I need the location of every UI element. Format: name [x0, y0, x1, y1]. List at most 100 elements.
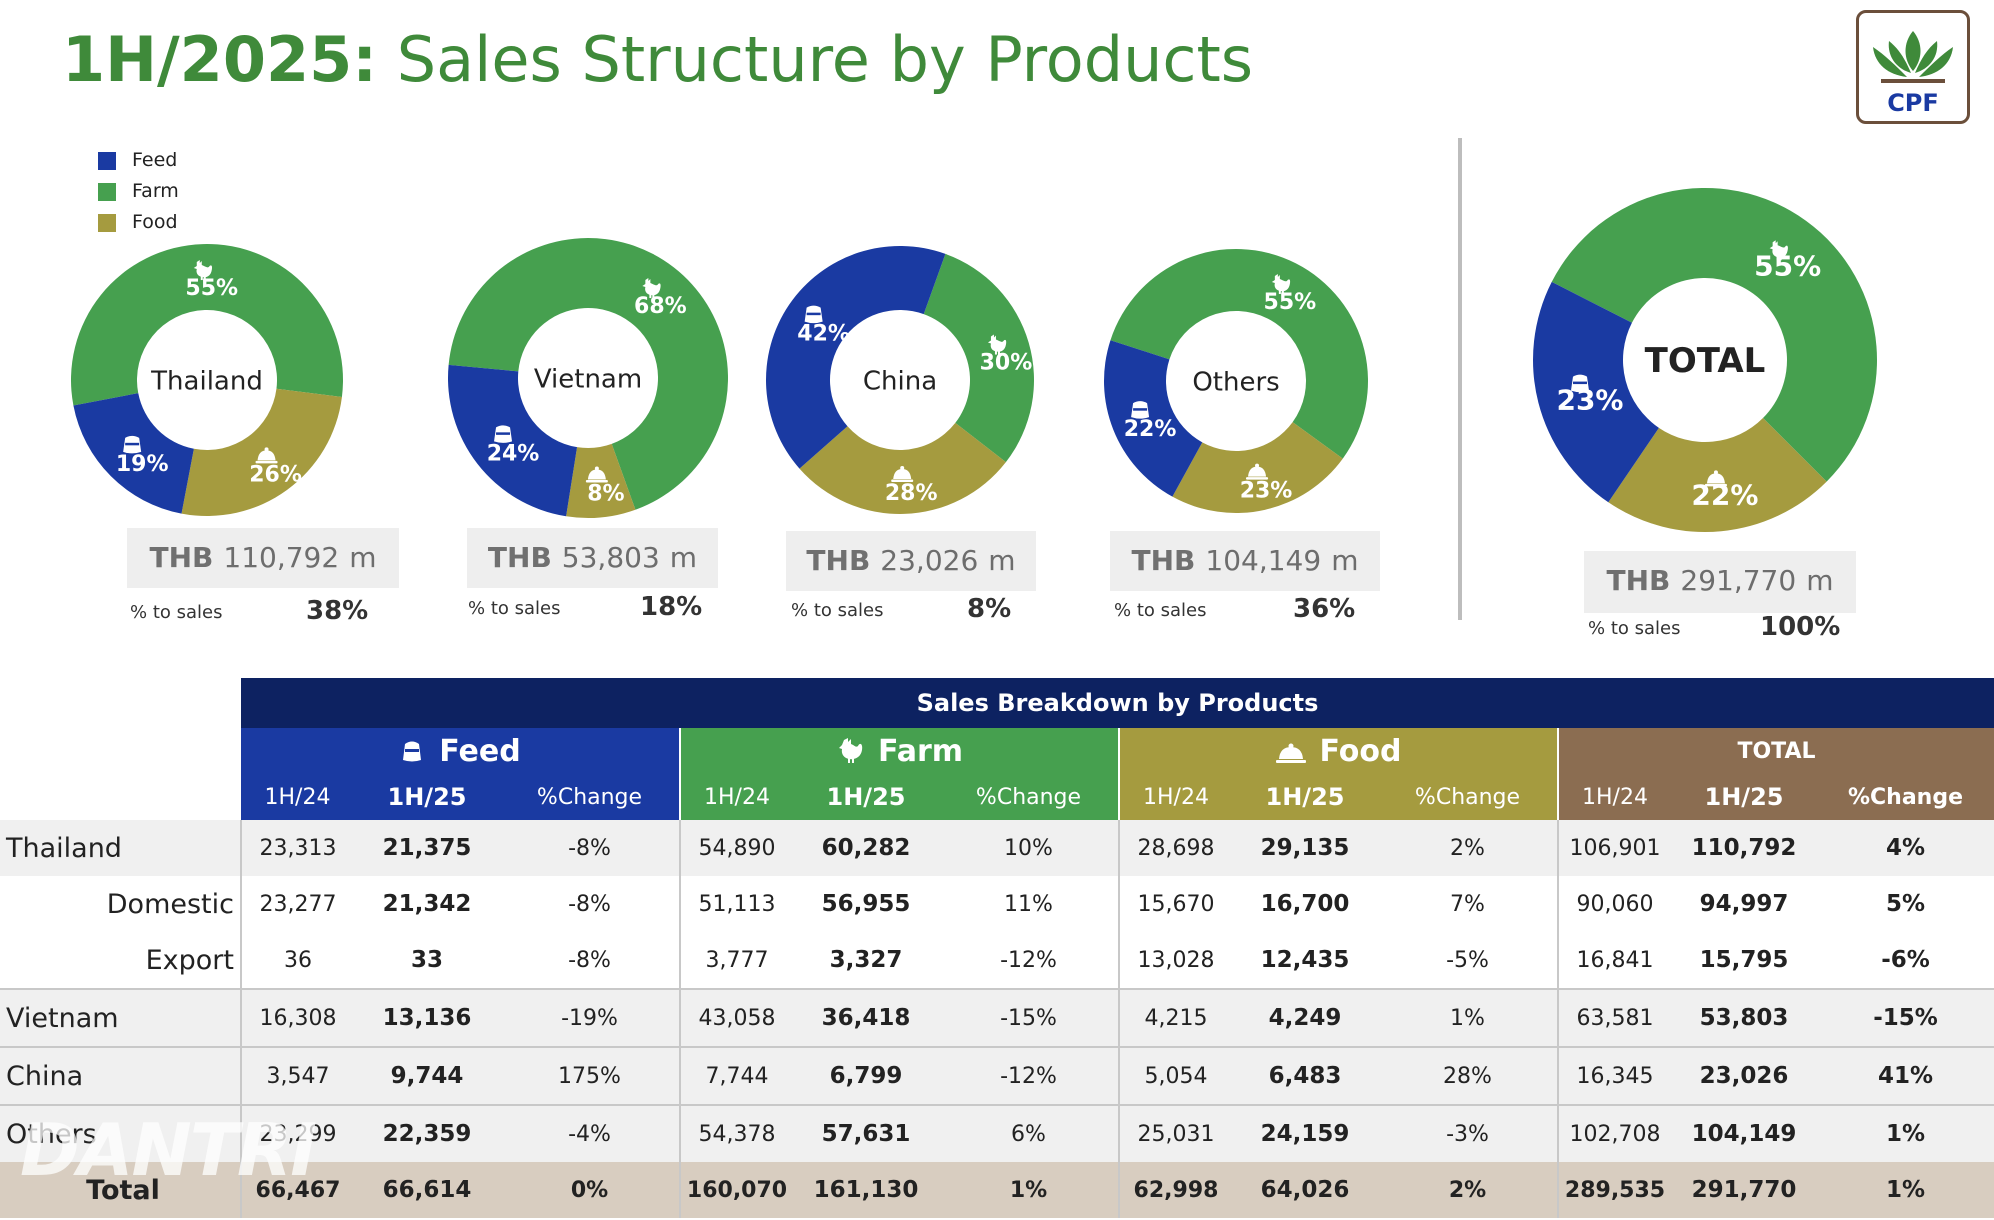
section-header-total: TOTAL — [1557, 728, 1994, 774]
sub-header-total-1h25: 1H/25 — [1671, 774, 1817, 820]
table-cell: 28,698 — [1118, 820, 1232, 876]
table-cell: 11% — [939, 876, 1119, 932]
table-cell: 21,342 — [354, 876, 500, 932]
donut-china: 30% 28% 42% China — [766, 246, 1034, 514]
slice-label-farm: 55% — [185, 276, 238, 301]
sub-header-feed-change: %Change — [500, 774, 680, 820]
slice-label-feed: 19% — [116, 452, 169, 477]
rooster-icon — [193, 260, 213, 281]
table-cell: 4,249 — [1232, 988, 1378, 1047]
legend-item-farm: Farm — [98, 179, 179, 210]
table-cell: -4% — [500, 1104, 680, 1162]
sub-header-farm-change: %Change — [939, 774, 1119, 820]
table-cell: 0% — [500, 1162, 680, 1218]
table-cell: 15,670 — [1118, 876, 1232, 932]
table-cell: 21,375 — [354, 820, 500, 876]
sales-amount: 104,149 — [1205, 544, 1322, 577]
row-label: Thailand — [0, 820, 241, 876]
sales-amount: 291,770 — [1680, 564, 1797, 597]
table-cell: 9,744 — [354, 1046, 500, 1105]
unit-label: m — [1806, 564, 1834, 597]
slice-label-food: 23% — [1240, 479, 1293, 504]
sub-header-food-change: %Change — [1378, 774, 1558, 820]
section-label-farm: Farm — [877, 733, 964, 769]
table-cell: 1% — [1817, 1104, 1994, 1162]
table-cell: 41% — [1817, 1046, 1994, 1105]
table-cell: -6% — [1817, 932, 1994, 989]
unit-label: m — [349, 541, 377, 574]
table-corner — [0, 774, 241, 820]
table-cell: 15,795 — [1671, 932, 1817, 989]
table-corner — [0, 728, 241, 774]
slice-label-food: 22% — [1691, 478, 1758, 511]
rooster-icon — [838, 737, 863, 763]
table-cell: 36 — [240, 932, 354, 989]
table-cell: -8% — [500, 876, 680, 932]
table-cell: 6,799 — [793, 1046, 939, 1105]
donut-center-label: Others — [1192, 367, 1279, 397]
slice-farm — [71, 244, 343, 406]
food-cloche-icon — [891, 465, 914, 482]
slice-label-farm: 55% — [1264, 290, 1317, 315]
percent-to-sales-value: 8% — [967, 594, 1012, 624]
row-label: Domestic — [0, 876, 241, 932]
table-cell: 175% — [500, 1046, 680, 1105]
table-title: Sales Breakdown by Products — [241, 678, 1994, 728]
sales-breakdown-table: Sales Breakdown by Products Feed Farm Fo… — [0, 678, 1994, 1218]
title-text: Sales Structure by Products — [396, 23, 1254, 96]
legend-label-farm: Farm — [132, 180, 179, 202]
table-cell: 53,803 — [1671, 988, 1817, 1047]
slice-feed — [766, 246, 946, 469]
table-cell: 5% — [1817, 876, 1994, 932]
feed-bag-icon — [1570, 374, 1589, 393]
table-row: Others 23,299 22,359 -4% 54,378 57,631 6% 25,03… — [0, 1104, 1994, 1162]
table-cell: 106,901 — [1557, 820, 1671, 876]
rooster-icon — [1769, 240, 1788, 261]
sub-header-total-change: %Change — [1817, 774, 1994, 820]
table-cell: -8% — [500, 932, 680, 989]
table-cell: 23,277 — [240, 876, 354, 932]
feed-bag-icon — [804, 305, 823, 324]
rooster-icon — [1271, 274, 1291, 295]
table-cell: 66,467 — [240, 1162, 354, 1218]
food-cloche-icon — [1275, 743, 1306, 763]
sales-amount-box: THB 53,803 m — [467, 528, 718, 588]
table-cell: 1% — [1817, 1162, 1994, 1218]
legend-label-feed: Feed — [132, 149, 178, 171]
table-cell: 160,070 — [679, 1162, 793, 1218]
unit-label: m — [1331, 544, 1359, 577]
table-cell: 54,890 — [679, 820, 793, 876]
table-cell: 102,708 — [1557, 1104, 1671, 1162]
slice-farm — [1551, 188, 1877, 482]
table-cell: 51,113 — [679, 876, 793, 932]
currency-label: THB — [149, 541, 214, 574]
percent-to-sales-value: 18% — [640, 592, 703, 622]
donut-total: 55% 22% 23% TOTAL — [1533, 188, 1877, 532]
table-cell: 90,060 — [1557, 876, 1671, 932]
donut-thailand: 55% 26% 19% Thailand — [71, 244, 343, 516]
table-cell: 13,028 — [1118, 932, 1232, 989]
sales-amount-box: THB 110,792 m — [127, 528, 399, 588]
slice-label-food: 28% — [885, 481, 938, 506]
sales-amount-box: THB 23,026 m — [786, 531, 1036, 591]
page-title: 1H/2025: Sales Structure by Products — [62, 22, 1253, 98]
logo-text: CPF — [1887, 89, 1939, 117]
table-cell: 291,770 — [1671, 1162, 1817, 1218]
slice-label-farm: 30% — [980, 351, 1033, 376]
table-cell: 6% — [939, 1104, 1119, 1162]
slice-label-food: 8% — [587, 482, 624, 507]
rooster-icon — [987, 334, 1007, 355]
table-cell: 60,282 — [793, 820, 939, 876]
row-label: Total — [0, 1162, 241, 1218]
section-header-feed: Feed — [241, 728, 680, 774]
donut-center-label: Vietnam — [534, 364, 642, 394]
table-cell: 54,378 — [679, 1104, 793, 1162]
section-header-farm: Farm — [679, 728, 1119, 774]
slice-label-farm: 55% — [1754, 249, 1821, 282]
row-label: Others — [0, 1104, 241, 1162]
slice-label-farm: 68% — [634, 294, 687, 319]
slice-farm — [923, 253, 1034, 463]
table-cell: 66,614 — [354, 1162, 500, 1218]
table-cell: 16,345 — [1557, 1046, 1671, 1105]
table-cell: 2% — [1378, 1162, 1558, 1218]
